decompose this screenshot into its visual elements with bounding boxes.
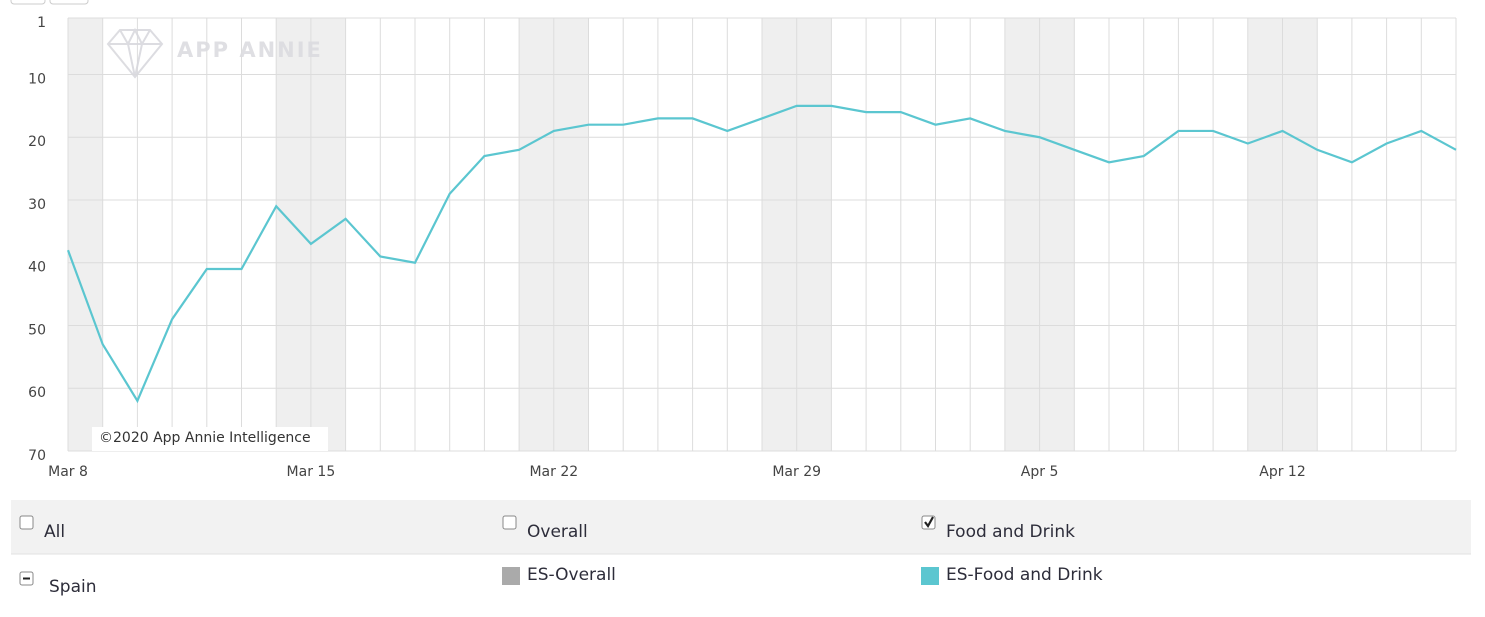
watermark: APP ANNIE [106,27,323,79]
x-tick-label: Mar 8 [48,464,88,480]
filter-label: Overall [527,522,588,542]
x-tick-label: Mar 29 [772,464,821,480]
x-tick-label: Mar 15 [287,464,336,480]
x-tick-label: Apr 12 [1259,464,1305,480]
copyright-box [92,427,328,451]
y-tick-label: 40 [28,260,46,276]
legend-swatch[interactable] [921,567,939,585]
filter-label: Food and Drink [946,522,1075,542]
weekend-band [68,18,103,451]
filter-label: All [44,522,65,542]
y-tick-label: 50 [28,322,46,338]
y-tick-label: 1 [37,15,46,31]
legend-header [11,500,1471,554]
series-line [66,104,1457,404]
x-tick-label: Mar 22 [529,464,578,480]
watermark-icon [106,27,164,79]
y-tick-label: 10 [28,71,46,87]
legend-label: ES-Overall [527,565,616,585]
watermark-text: APP ANNIE [177,38,323,62]
checkbox[interactable] [19,515,34,530]
checkmark [924,516,934,529]
button[interactable] [49,0,89,5]
y-tick-label: 30 [28,197,46,213]
legend-label: ES-Food and Drink [946,565,1103,585]
y-tick-label: 60 [28,385,46,401]
x-tick-label: Apr 5 [1021,464,1059,480]
group-label: Spain [49,577,97,597]
copyright: ©2020 App Annie Intelligence [99,430,311,446]
y-tick-label: 70 [28,448,46,464]
y-tick-label: 20 [28,134,46,150]
checkbox[interactable] [502,515,517,530]
legend-swatch[interactable] [502,567,520,585]
button[interactable] [10,0,46,5]
